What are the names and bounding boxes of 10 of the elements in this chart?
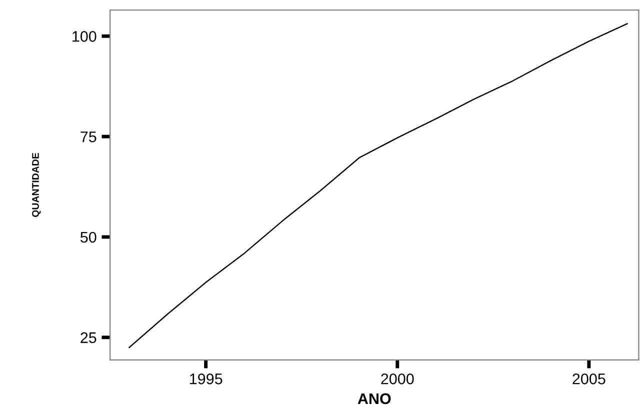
y-tick-label: 50: [80, 232, 96, 243]
y-tick-label: 100: [72, 31, 96, 42]
x-axis-title: ANO: [358, 393, 391, 404]
x-tick-label: 1995: [190, 373, 222, 384]
x-tick-label: 2005: [572, 373, 606, 384]
y-tick-label: 25: [80, 332, 96, 344]
x-tick-label: 2000: [381, 373, 414, 384]
line-series: [128, 23, 628, 348]
y-axis-title: QUANTIDADE: [32, 152, 41, 217]
y-tick-label: 75: [80, 132, 96, 142]
